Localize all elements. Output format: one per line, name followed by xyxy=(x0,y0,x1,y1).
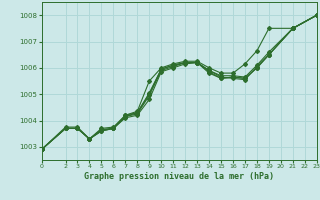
X-axis label: Graphe pression niveau de la mer (hPa): Graphe pression niveau de la mer (hPa) xyxy=(84,172,274,181)
